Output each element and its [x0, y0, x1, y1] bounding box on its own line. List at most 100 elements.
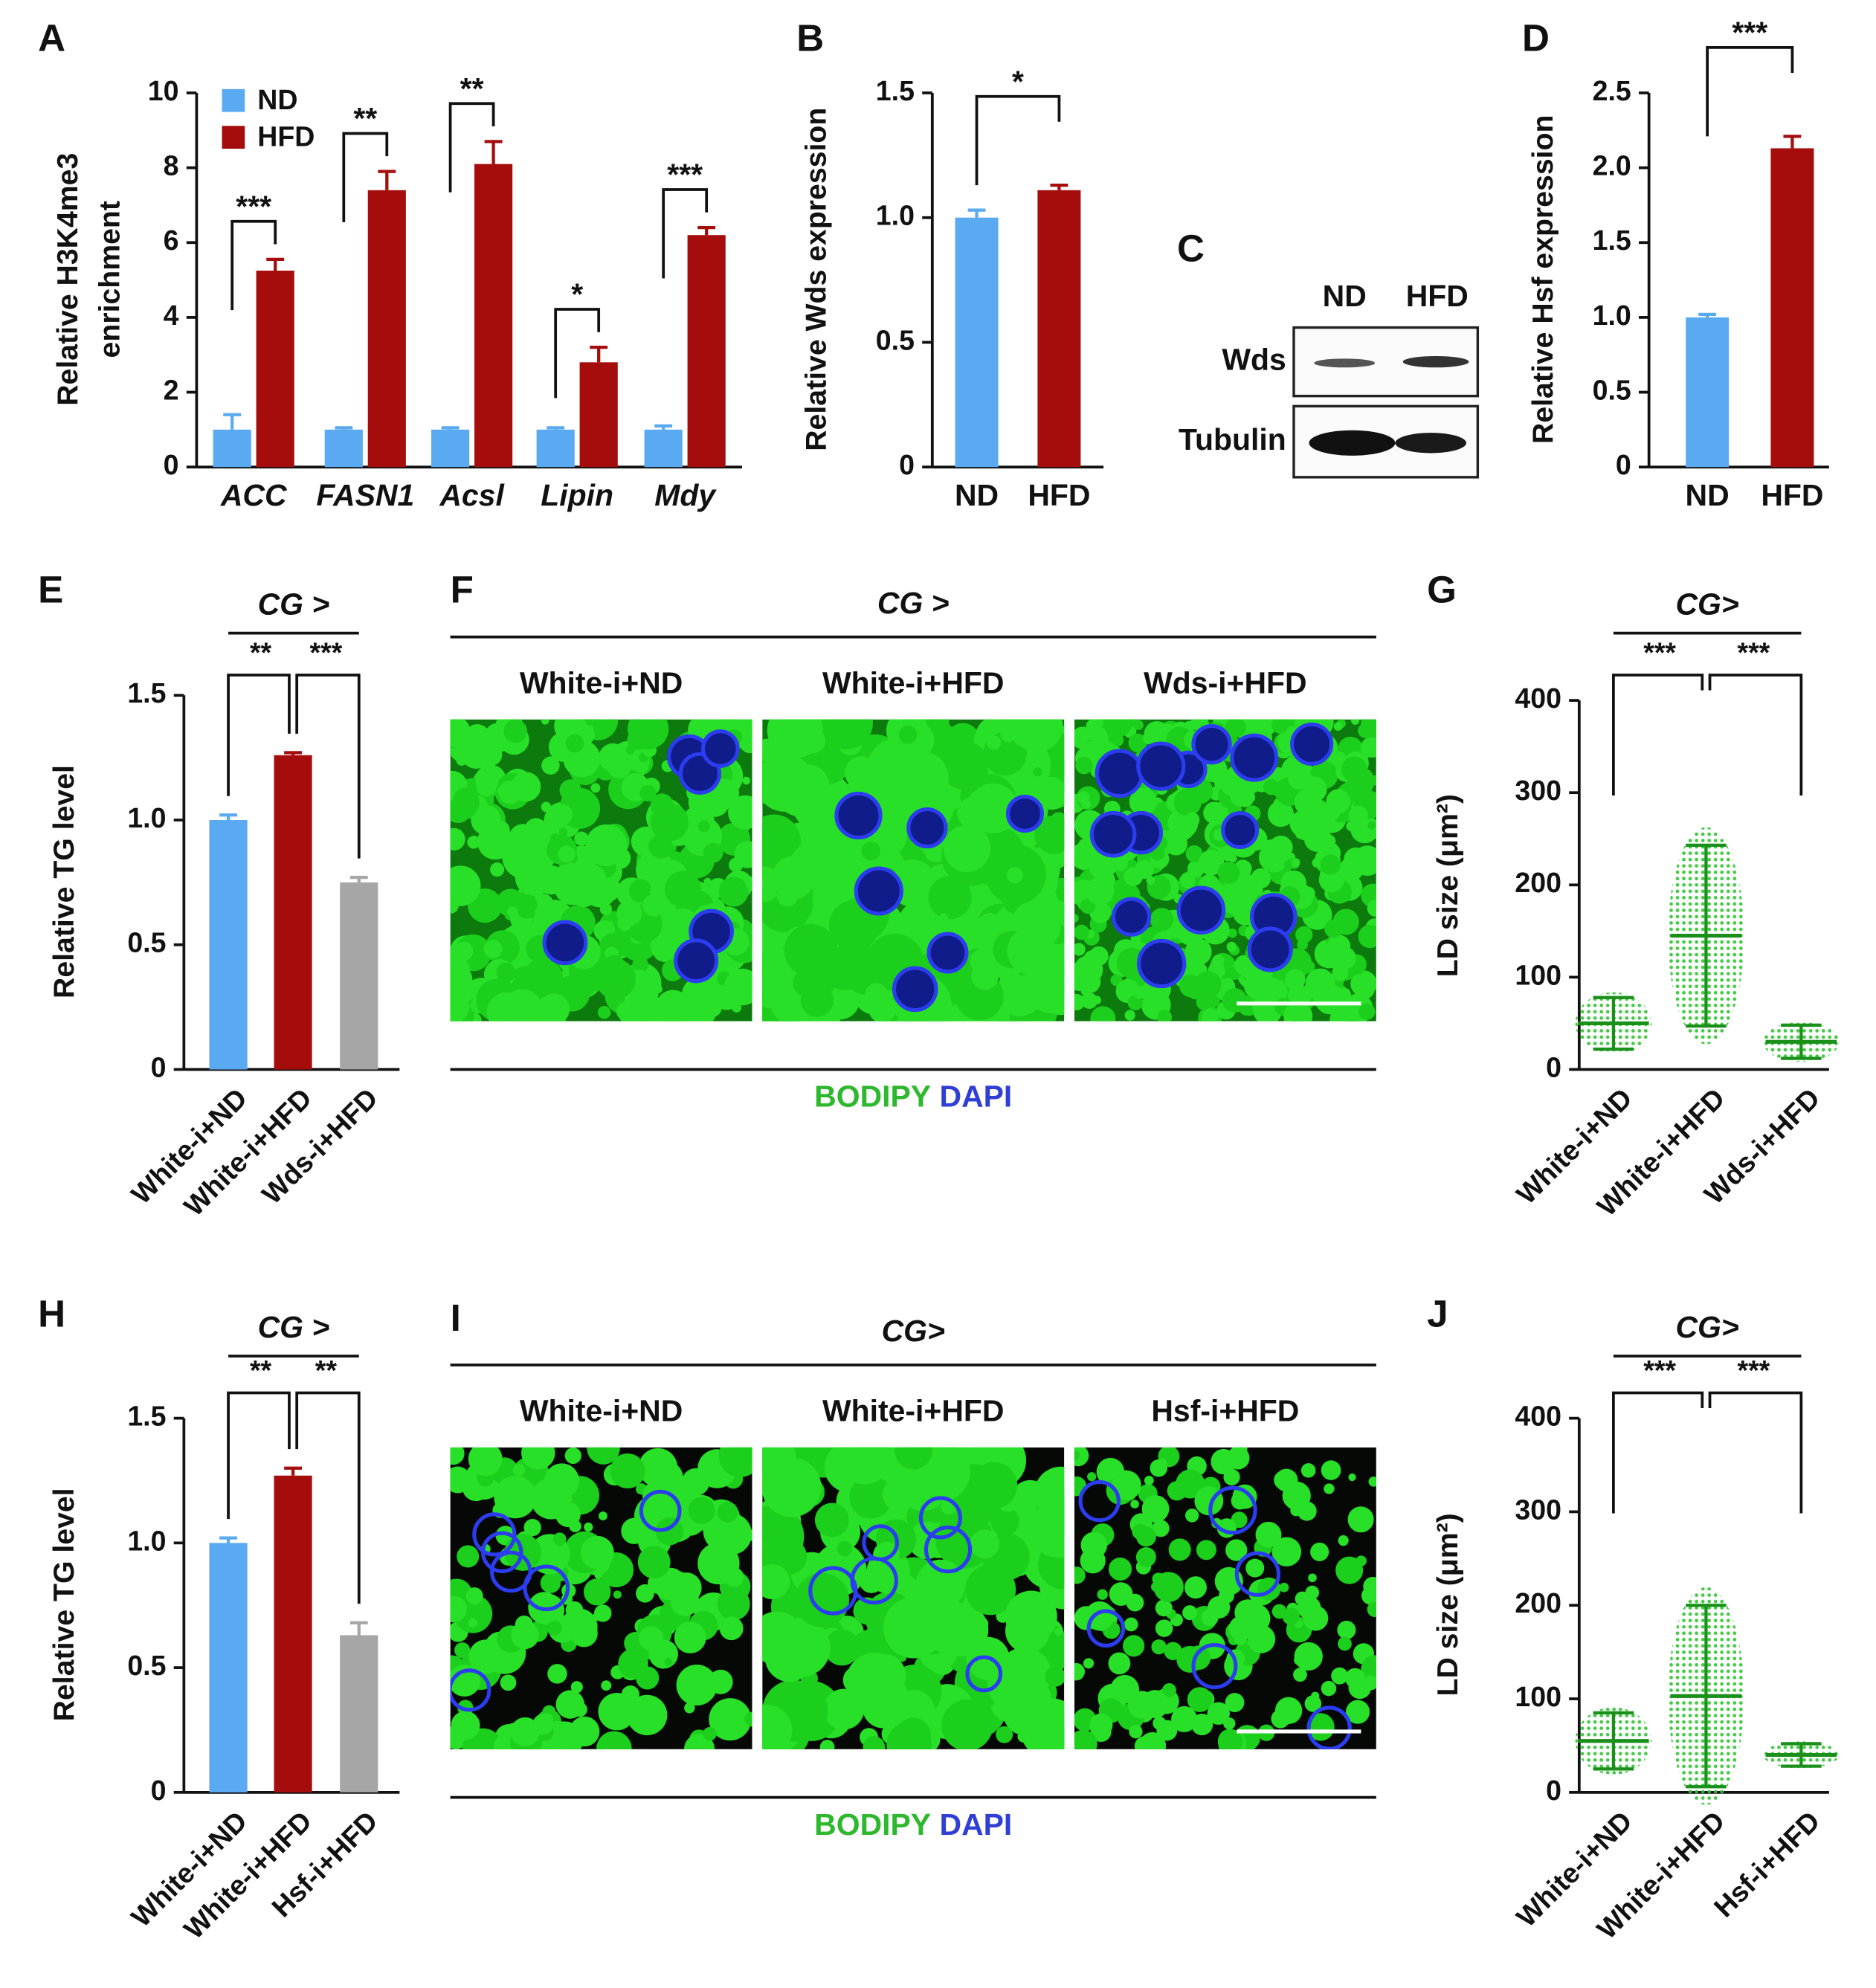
droplet: [1274, 1697, 1303, 1725]
nucleus: [1095, 749, 1144, 798]
droplet: [1228, 1616, 1254, 1641]
droplet: [559, 779, 582, 801]
droplet: [762, 990, 779, 1009]
droplet: [1363, 827, 1373, 837]
droplet: [965, 1564, 1016, 1616]
y-tick-label: 0.5: [127, 1650, 166, 1681]
droplet: [996, 1726, 1013, 1743]
droplet: [1074, 1450, 1080, 1461]
droplet: [523, 958, 564, 998]
droplet: [565, 734, 584, 753]
droplet: [1350, 719, 1360, 725]
nucleus: [1306, 1705, 1352, 1749]
droplet: [1324, 1483, 1335, 1494]
droplet: [1283, 1001, 1313, 1022]
significance-bracket: [1708, 674, 1803, 796]
y-tick-label: 0: [1546, 1775, 1561, 1806]
droplet: [814, 1503, 849, 1537]
droplet: [636, 1666, 660, 1690]
droplet: [580, 1535, 614, 1569]
droplet: [1135, 1526, 1156, 1547]
droplet: [1132, 985, 1147, 999]
droplet: [521, 1447, 555, 1470]
x-tick-label: ND: [1686, 478, 1730, 512]
droplet: [634, 943, 643, 952]
nucleus: [1111, 897, 1152, 937]
droplet: [1090, 1006, 1116, 1022]
droplet: [483, 939, 503, 958]
significance-bracket: [295, 674, 361, 859]
droplet: [1151, 1003, 1160, 1012]
legend-label: HFD: [257, 120, 315, 152]
droplet: [1075, 757, 1093, 775]
droplet: [1242, 897, 1250, 906]
droplet: [1127, 887, 1136, 896]
x-tick-label: Acsl: [439, 478, 505, 512]
droplet: [1089, 1713, 1113, 1737]
droplet: [1335, 788, 1344, 798]
droplet: [486, 992, 526, 1022]
image-title: White-i+HFD: [822, 665, 1004, 700]
nucleus: [1005, 794, 1044, 833]
droplet: [567, 1700, 584, 1716]
y-axis-label: Relative Wds expression: [800, 108, 833, 451]
y-tick-label: 0: [151, 1775, 167, 1806]
droplet: [837, 1447, 892, 1485]
droplet: [1288, 984, 1310, 1007]
droplet: [1086, 877, 1115, 906]
droplet: [1308, 1573, 1317, 1583]
droplet: [578, 1726, 586, 1734]
droplet: [1103, 719, 1133, 738]
droplet: [1155, 1619, 1173, 1637]
significance-label: ***: [1737, 1355, 1770, 1386]
droplet: [863, 1654, 906, 1697]
y-axis-label: Relative TG level: [48, 765, 80, 998]
droplet: [1291, 858, 1300, 868]
droplet: [1011, 983, 1025, 996]
droplet: [468, 1447, 503, 1477]
bar: [367, 190, 406, 468]
droplet: [1034, 816, 1065, 854]
legend-label: ND: [257, 84, 297, 115]
droplet: [450, 827, 465, 851]
droplet: [1043, 980, 1065, 1016]
droplet: [627, 729, 648, 750]
y-axis-label: Relative H3K4me3: [51, 153, 84, 406]
y-tick-label: 1.0: [876, 200, 915, 231]
droplet: [541, 719, 549, 725]
y-tick-label: 400: [1515, 1401, 1561, 1432]
band: [1314, 358, 1376, 368]
group-label: CG>: [1675, 1310, 1738, 1344]
image-title: Wds-i+HFD: [1144, 665, 1306, 700]
bar: [687, 235, 726, 468]
droplet: [1108, 1557, 1132, 1581]
y-tick-label: 400: [1515, 682, 1561, 714]
droplet: [610, 1453, 645, 1489]
droplet: [1005, 1590, 1057, 1643]
y-tick-label: 1.5: [127, 1401, 166, 1432]
y-tick-label: 6: [164, 225, 179, 256]
droplet: [1363, 1675, 1376, 1691]
bar: [274, 755, 312, 1070]
legend-dapi: DAPI: [940, 1807, 1013, 1842]
bar: [256, 271, 294, 468]
droplet: [547, 1620, 562, 1636]
droplet: [453, 787, 479, 813]
droplet: [1144, 1475, 1154, 1485]
row-label: Wds: [1222, 342, 1286, 376]
droplet: [1338, 987, 1352, 1001]
droplet: [1368, 1477, 1376, 1487]
droplet: [1217, 861, 1240, 884]
droplet: [639, 1626, 664, 1651]
significance-label: *: [1012, 64, 1024, 98]
droplet: [762, 814, 801, 868]
droplet: [1196, 1540, 1216, 1561]
nucleus: [924, 1526, 973, 1574]
droplet: [1230, 720, 1245, 735]
droplet: [793, 970, 819, 996]
panel-letter: B: [796, 17, 824, 59]
droplet: [450, 974, 476, 1004]
droplet: [970, 1529, 1000, 1559]
group-label: CG >: [258, 1310, 330, 1344]
significance-bracket: [1706, 46, 1794, 137]
